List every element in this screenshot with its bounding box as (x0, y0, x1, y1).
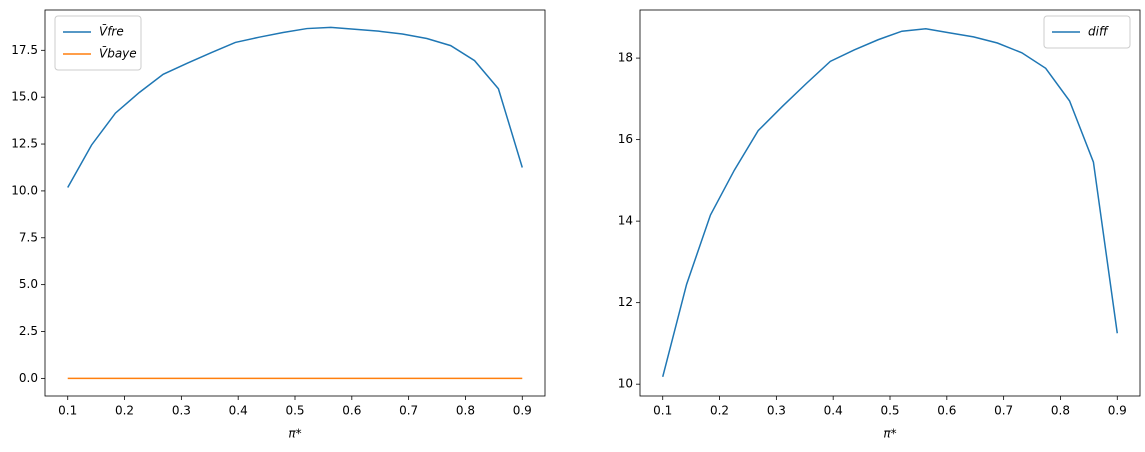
y-tick-label: 16 (618, 132, 633, 146)
legend-label: V̄fre (99, 24, 124, 38)
legend-box (1043, 15, 1131, 49)
legend-label: diff (1088, 25, 1109, 39)
line (67, 26, 523, 188)
axes-frame (639, 9, 1141, 397)
x-tick-label: 0.6 (937, 404, 956, 418)
y-tick-label: 17.5 (11, 43, 38, 57)
y-tick-label: 15.0 (11, 90, 38, 104)
x-tick-label: 0.3 (172, 404, 191, 418)
y-tick-label: 18 (618, 51, 633, 65)
y-tick-label: 2.5 (19, 324, 38, 338)
x-tick-label: 0.4 (229, 404, 248, 418)
x-tick-label: 0.6 (342, 404, 361, 418)
x-axis-label: π* (883, 427, 896, 441)
x-tick-label: 0.8 (456, 404, 475, 418)
y-tick-label: 5.0 (19, 277, 38, 291)
x-tick-label: 0.1 (653, 404, 672, 418)
legend: V̄fre V̄baye (54, 15, 142, 71)
y-tick-label: 0.0 (19, 371, 38, 385)
y-tick-label: 14 (618, 214, 633, 228)
x-tick-label: 0.7 (399, 404, 418, 418)
x-tick-label: 0.3 (767, 404, 786, 418)
y-tick-label: 10 (618, 377, 633, 391)
line (662, 27, 1119, 378)
y-tick-label: 10.0 (11, 183, 38, 197)
y-tick-label: 12 (618, 295, 633, 309)
x-tick-label: 0.2 (710, 404, 729, 418)
x-axis-label: π* (288, 427, 301, 441)
x-tick-label: 0.5 (880, 404, 899, 418)
y-tick-label: 7.5 (19, 230, 38, 244)
x-tick-label: 0.9 (513, 404, 532, 418)
x-tick-label: 0.8 (1051, 404, 1070, 418)
legend-label: V̄baye (99, 46, 137, 60)
legend: diff (1043, 15, 1131, 49)
axes-frame (44, 9, 546, 397)
legend-box (54, 15, 142, 71)
x-tick-label: 0.5 (285, 404, 304, 418)
y-tick-label: 12.5 (11, 137, 38, 151)
x-tick-label: 0.2 (115, 404, 134, 418)
x-tick-label: 0.7 (994, 404, 1013, 418)
x-tick-label: 0.1 (58, 404, 77, 418)
x-tick-label: 0.4 (824, 404, 843, 418)
x-tick-label: 0.9 (1108, 404, 1127, 418)
